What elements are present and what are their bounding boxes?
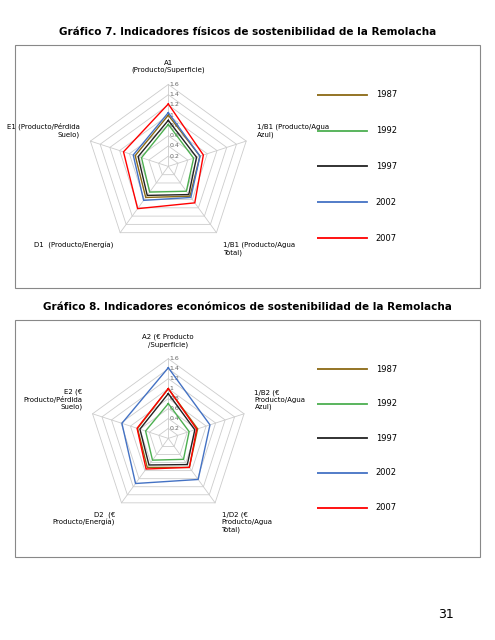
Text: 1.2: 1.2 xyxy=(170,102,180,108)
Text: A2 (€ Producto
/Superficie): A2 (€ Producto /Superficie) xyxy=(143,334,194,348)
Text: E2 (€
Producto/Pérdida
Suelo): E2 (€ Producto/Pérdida Suelo) xyxy=(23,388,82,410)
Text: 0.2: 0.2 xyxy=(170,426,180,431)
Text: 1.6: 1.6 xyxy=(170,356,180,361)
Text: E1 (Producto/Pérdida
Suelo): E1 (Producto/Pérdida Suelo) xyxy=(7,123,80,138)
Text: 31: 31 xyxy=(438,608,453,621)
Text: 2002: 2002 xyxy=(376,198,396,207)
Text: 1997: 1997 xyxy=(376,434,397,443)
Text: 1/B1 (Producto/Agua
Azul): 1/B1 (Producto/Agua Azul) xyxy=(257,124,329,138)
Text: 1/B1 (Producto/Agua
Total): 1/B1 (Producto/Agua Total) xyxy=(223,242,295,256)
Text: 1: 1 xyxy=(170,113,174,118)
Text: 1987: 1987 xyxy=(376,90,397,99)
Text: D1  (Producto/Energía): D1 (Producto/Energía) xyxy=(34,242,113,249)
Text: 1997: 1997 xyxy=(376,162,397,171)
Text: 2007: 2007 xyxy=(376,234,397,243)
Text: 0.2: 0.2 xyxy=(170,154,180,159)
Text: 1992: 1992 xyxy=(376,399,396,408)
Text: 1: 1 xyxy=(170,386,174,391)
Text: 1/B2 (€
Producto/Agua
Azul): 1/B2 (€ Producto/Agua Azul) xyxy=(254,389,305,410)
Text: 0.4: 0.4 xyxy=(170,416,180,421)
Text: 0.6: 0.6 xyxy=(170,133,180,138)
Text: 0.8: 0.8 xyxy=(170,123,180,128)
Text: 0.6: 0.6 xyxy=(170,406,180,411)
Text: 1.2: 1.2 xyxy=(170,376,180,381)
Text: 0.8: 0.8 xyxy=(170,396,180,401)
Text: 1/D2 (€
Producto/Agua
Total): 1/D2 (€ Producto/Agua Total) xyxy=(222,512,273,532)
Text: Gráfico 7. Indicadores físicos de sostenibilidad de la Remolacha: Gráfico 7. Indicadores físicos de sosten… xyxy=(59,27,436,37)
Text: 1.4: 1.4 xyxy=(170,92,180,97)
Text: 1992: 1992 xyxy=(376,126,396,135)
Text: 2002: 2002 xyxy=(376,468,396,477)
Text: Gráfico 8. Indicadores económicos de sostenibilidad de la Remolacha: Gráfico 8. Indicadores económicos de sos… xyxy=(43,302,452,312)
Text: 0.4: 0.4 xyxy=(170,143,180,148)
Text: D2  (€
Producto/Energía): D2 (€ Producto/Energía) xyxy=(52,512,115,526)
Text: A1
(Producto/Superficie): A1 (Producto/Superficie) xyxy=(132,60,205,73)
Text: 1.6: 1.6 xyxy=(170,82,180,87)
Text: 2007: 2007 xyxy=(376,503,397,512)
Text: 1987: 1987 xyxy=(376,365,397,374)
Text: 1.4: 1.4 xyxy=(170,366,180,371)
